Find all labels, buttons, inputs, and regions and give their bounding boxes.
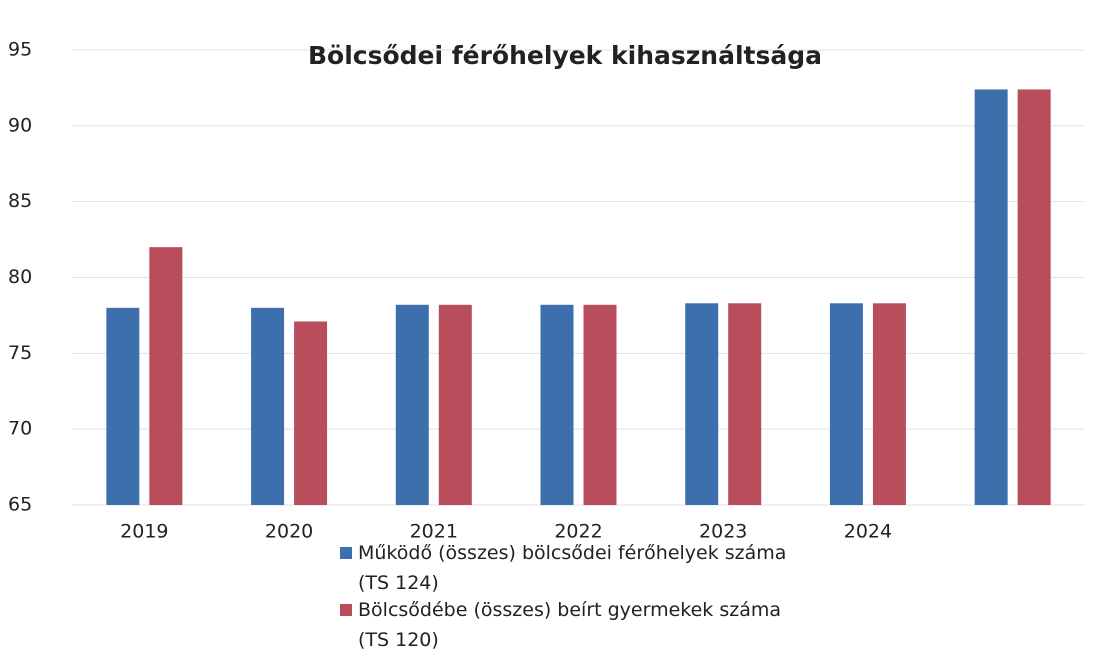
bar [395, 304, 429, 505]
x-tick-label: 2019 [120, 521, 168, 543]
bar [438, 304, 472, 505]
x-tick-label: 2023 [699, 521, 747, 543]
y-tick-label: 80 [8, 266, 32, 288]
bar [294, 321, 328, 505]
legend-label: Bölcsődébe (összes) beírt gyermekek szám… [358, 599, 782, 651]
bar [872, 303, 906, 505]
x-tick-label: 2021 [410, 521, 458, 543]
bar [829, 303, 863, 505]
legend-item: Bölcsődébe (összes) beírt gyermekek szám… [340, 595, 800, 655]
y-tick-label: 70 [8, 418, 32, 440]
chart-title: Bölcsődei férőhelyek kihasználtsága [308, 41, 822, 70]
y-tick-label: 85 [8, 190, 32, 212]
legend-swatch [340, 547, 352, 559]
bar [685, 303, 719, 505]
legend-item: Működő (összes) bölcsődei férőhelyek szá… [340, 538, 800, 598]
bar [974, 89, 1008, 505]
y-tick-label: 95 [8, 39, 32, 61]
y-tick-label: 75 [8, 342, 32, 364]
x-tick-label: 2024 [844, 521, 892, 543]
bar [1017, 89, 1051, 505]
bar [106, 307, 140, 505]
bar [583, 304, 617, 505]
x-tick-label: 2022 [554, 521, 602, 543]
bar [149, 247, 183, 505]
legend-swatch [340, 604, 352, 616]
y-tick-label: 65 [8, 494, 32, 516]
bar [251, 307, 285, 505]
x-tick-label: 2020 [265, 521, 313, 543]
y-tick-label: 90 [8, 114, 32, 136]
bar [540, 304, 574, 505]
bar [728, 303, 762, 505]
legend-label: Működő (összes) bölcsődei férőhelyek szá… [358, 542, 787, 594]
